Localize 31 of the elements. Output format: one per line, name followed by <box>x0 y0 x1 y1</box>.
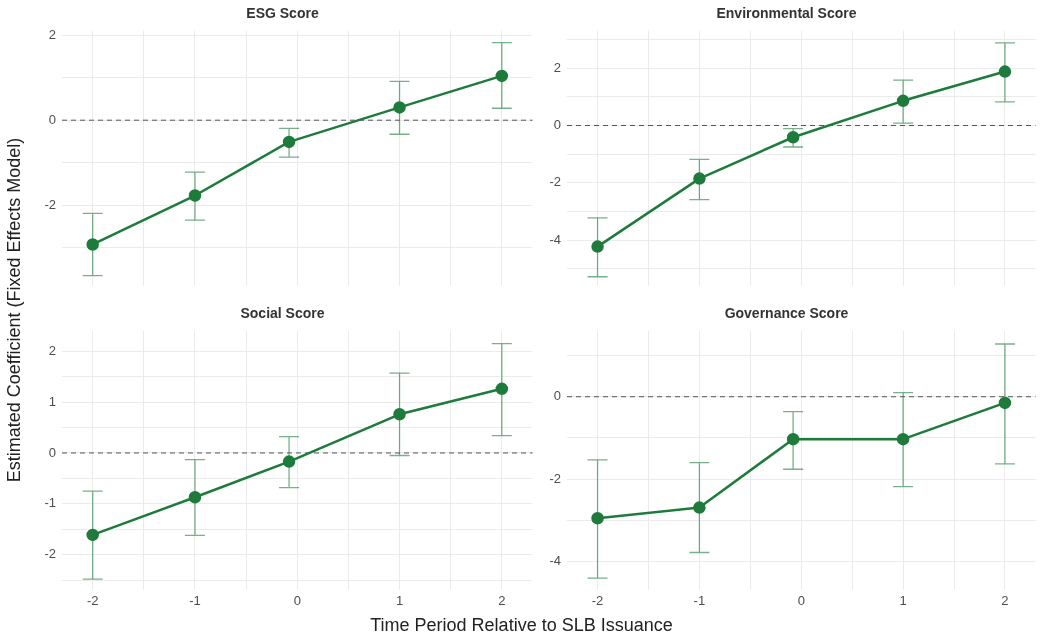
x-tick-label: -1 <box>189 592 201 608</box>
x-tick-label: 0 <box>293 592 301 608</box>
x-tick-label: 1 <box>899 592 907 608</box>
x-tick-label: 2 <box>498 592 506 608</box>
y-tick-label: 0 <box>48 444 56 460</box>
y-tick-label: -1 <box>44 495 56 511</box>
x-tick-label: -2 <box>591 592 604 608</box>
x-axis-title: Time Period Relative to SLB Issuance <box>369 615 674 636</box>
chart-title: Environmental Score <box>716 5 857 22</box>
chart-title: Social Score <box>240 305 325 322</box>
y-axis-title: Estimated Coefficient (Fixed Effects Model) <box>3 137 25 483</box>
y-tick-label: 0 <box>48 111 56 127</box>
chart-title: ESG Score <box>246 5 319 22</box>
y-tick-label: 0 <box>553 388 561 404</box>
x-tick-label: -2 <box>86 592 99 608</box>
y-tick-label: -2 <box>44 546 56 562</box>
y-tick-label: -4 <box>549 553 561 569</box>
x-tick-label: 0 <box>797 592 805 608</box>
y-tick-label: 2 <box>48 342 56 358</box>
x-tick-label: 2 <box>1001 592 1009 608</box>
y-tick-label: 0 <box>553 117 561 133</box>
x-tick-label: -1 <box>693 592 706 608</box>
y-tick-label: -2 <box>44 196 56 212</box>
y-tick-label: -2 <box>549 470 561 486</box>
x-tick-label: 1 <box>395 592 404 608</box>
chart-title: Governance Score <box>724 305 849 322</box>
y-tick-label: 2 <box>553 59 561 75</box>
y-tick-label: -2 <box>549 174 561 190</box>
y-tick-label: -4 <box>549 231 561 247</box>
y-tick-label: 1 <box>48 393 56 409</box>
y-tick-label: 2 <box>48 26 56 42</box>
